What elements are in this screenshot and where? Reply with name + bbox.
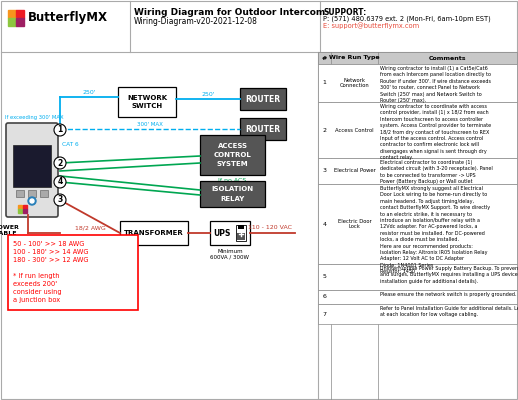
Bar (200, 135, 265, 175)
Text: TRANSFORMER: TRANSFORMER (124, 230, 184, 236)
Bar (318, 52, 517, 64)
Text: Comments: Comments (429, 56, 466, 60)
FancyBboxPatch shape (6, 123, 58, 217)
Text: ACCESS: ACCESS (218, 143, 248, 149)
Bar (240, 88, 286, 110)
Bar (318, 102, 517, 158)
Text: 100 - 180' >> 14 AWG: 100 - 180' >> 14 AWG (13, 249, 89, 255)
Text: Please ensure the network switch is properly grounded.: Please ensure the network switch is prop… (380, 292, 516, 297)
Bar (236, 225, 246, 241)
Text: Access Control: Access Control (335, 128, 374, 132)
Text: 250': 250' (201, 92, 215, 97)
Bar (18, 209, 22, 213)
Text: CONTROL: CONTROL (213, 152, 251, 158)
Bar (318, 64, 517, 102)
Bar (23, 209, 27, 213)
Bar (28, 190, 36, 197)
Bar (16, 10, 24, 18)
Bar (40, 190, 48, 197)
Text: If no ACS: If no ACS (219, 178, 247, 183)
Text: 3: 3 (323, 168, 326, 174)
Text: 6: 6 (323, 294, 326, 300)
Circle shape (54, 176, 66, 188)
Text: Wiring-Diagram-v20-2021-12-08: Wiring-Diagram-v20-2021-12-08 (134, 17, 258, 26)
Text: 4: 4 (323, 222, 326, 226)
Bar (318, 264, 517, 290)
Text: SYSTEM: SYSTEM (217, 161, 248, 167)
Bar (238, 225, 244, 229)
Text: 7: 7 (323, 312, 326, 316)
Bar (200, 181, 265, 207)
Bar (240, 118, 286, 140)
Text: 3: 3 (57, 196, 63, 204)
Text: SWITCH: SWITCH (132, 103, 163, 109)
Text: Electrical contractor to coordinate (1)
dedicated circuit (with 3-20 receptacle): Electrical contractor to coordinate (1) … (380, 160, 493, 184)
Bar (318, 158, 517, 184)
Text: Electric Door
Lock: Electric Door Lock (338, 218, 371, 230)
Text: 250': 250' (82, 90, 96, 95)
Bar (8, 235, 138, 310)
Text: If exceeding 300' MAX: If exceeding 300' MAX (5, 116, 64, 120)
Text: 2: 2 (57, 158, 63, 168)
Text: consider using: consider using (13, 289, 62, 295)
Text: Refer to Panel Installation Guide for additional details. Leave 6' service loop
: Refer to Panel Installation Guide for ad… (380, 306, 518, 318)
Text: E: support@butterflymx.com: E: support@butterflymx.com (323, 22, 419, 29)
Bar (8, 18, 16, 26)
Circle shape (28, 197, 36, 205)
Text: P: (571) 480.6379 ext. 2 (Mon-Fri, 6am-10pm EST): P: (571) 480.6379 ext. 2 (Mon-Fri, 6am-1… (323, 15, 491, 22)
Text: 110 - 120 VAC: 110 - 120 VAC (248, 225, 292, 230)
Text: a junction box: a junction box (13, 297, 60, 303)
Text: Uninterruptible Power Supply Battery Backup. To prevent voltage drops
and surges: Uninterruptible Power Supply Battery Bac… (380, 266, 518, 284)
Circle shape (54, 124, 66, 136)
Text: Wiring contractor to coordinate with access
control provider, install (1) x 18/2: Wiring contractor to coordinate with acc… (380, 104, 491, 160)
Text: ButterflyMX: ButterflyMX (28, 12, 108, 24)
Text: Minimum
600VA / 300W: Minimum 600VA / 300W (210, 249, 250, 260)
Text: 1: 1 (57, 126, 63, 134)
Bar (120, 221, 188, 245)
Text: * If run length: * If run length (13, 273, 60, 279)
Text: SUPPORT:: SUPPORT: (323, 8, 366, 17)
Circle shape (54, 194, 66, 206)
Bar (318, 304, 517, 324)
Text: ISOLATION: ISOLATION (211, 186, 254, 192)
Text: 50' MAX: 50' MAX (38, 248, 62, 253)
Bar (16, 190, 24, 197)
Text: ButterflyMX strongly suggest all Electrical
Door Lock wiring to be home-run dire: ButterflyMX strongly suggest all Electri… (380, 186, 490, 274)
Text: exceeds 200': exceeds 200' (13, 281, 57, 287)
Text: 1: 1 (323, 80, 326, 86)
Text: #: # (322, 56, 327, 60)
Text: 50 - 100' >> 18 AWG: 50 - 100' >> 18 AWG (13, 241, 84, 247)
Text: 300' MAX: 300' MAX (137, 122, 163, 127)
Text: 18/2 AWG: 18/2 AWG (75, 225, 105, 230)
Bar (8, 10, 16, 18)
Text: ROUTER: ROUTER (246, 94, 281, 104)
Bar (16, 18, 24, 26)
Text: UPS: UPS (213, 228, 231, 238)
Text: Network
Connection: Network Connection (340, 78, 369, 88)
Text: Wiring contractor to install (1) a Cat5e/Cat6
from each Intercom panel location : Wiring contractor to install (1) a Cat5e… (380, 66, 491, 103)
Text: 5: 5 (323, 274, 326, 280)
Text: 180 - 300' >> 12 AWG: 180 - 300' >> 12 AWG (13, 257, 89, 263)
Bar (318, 290, 517, 304)
Bar (23, 205, 27, 209)
Circle shape (54, 157, 66, 169)
Text: NETWORK: NETWORK (127, 95, 167, 101)
Text: Wire Run Type: Wire Run Type (329, 56, 380, 60)
Text: 4: 4 (57, 178, 63, 186)
Bar (210, 221, 250, 245)
Bar (18, 205, 22, 209)
Bar (237, 233, 245, 240)
Text: Electrical Power: Electrical Power (334, 168, 376, 174)
Text: 2: 2 (323, 128, 326, 132)
Text: RELAY: RELAY (220, 196, 244, 202)
Bar (118, 87, 176, 117)
Bar (318, 184, 517, 264)
Text: ROUTER: ROUTER (246, 124, 281, 134)
Text: Wiring Diagram for Outdoor Intercom: Wiring Diagram for Outdoor Intercom (134, 8, 325, 17)
Bar (13, 145, 51, 187)
Circle shape (30, 199, 34, 203)
Text: CAT 6: CAT 6 (62, 142, 79, 148)
Text: POWER
CABLE: POWER CABLE (0, 225, 19, 236)
